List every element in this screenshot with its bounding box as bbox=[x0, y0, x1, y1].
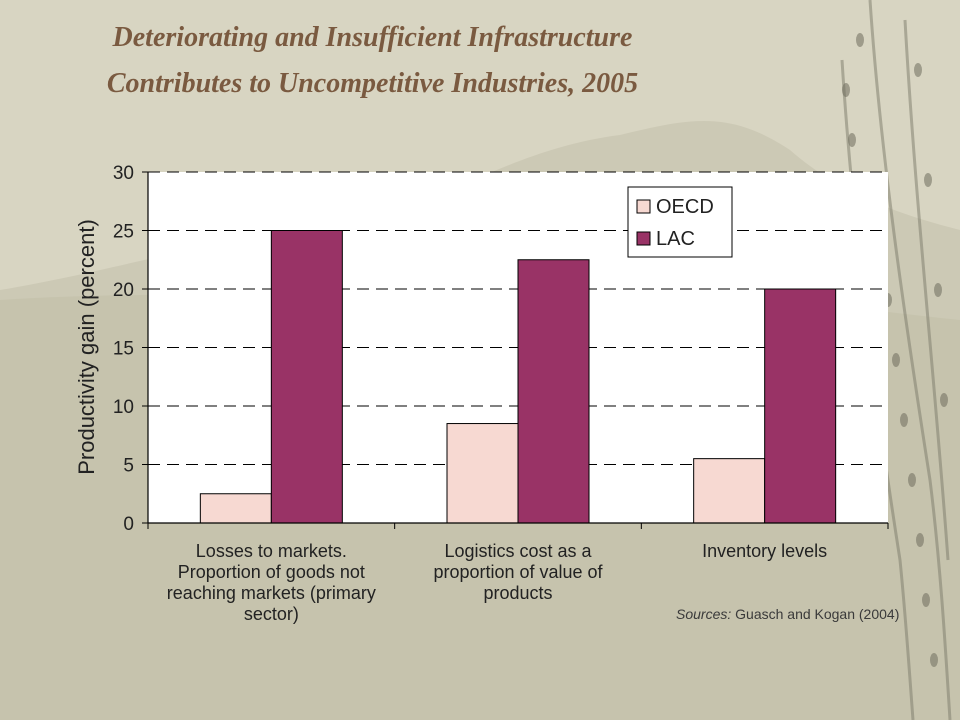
x-category-label-line: sector) bbox=[244, 604, 299, 624]
x-category-label-line: Losses to markets. bbox=[196, 541, 347, 561]
source-text: Guasch and Kogan (2004) bbox=[731, 606, 900, 622]
source-label: Sources: bbox=[676, 606, 732, 622]
y-tick-label: 10 bbox=[113, 397, 134, 418]
y-tick-label: 5 bbox=[123, 456, 134, 477]
source-note: Sources: Guasch and Kogan (2004) bbox=[676, 606, 899, 622]
y-tick-label: 0 bbox=[123, 514, 134, 535]
y-tick-label: 30 bbox=[113, 163, 134, 184]
x-category-label-line: Logistics cost as a bbox=[444, 541, 592, 561]
chart-title-line-2: Contributes to Uncompetitive Industries,… bbox=[106, 68, 639, 99]
x-category-label-line: Inventory levels bbox=[702, 541, 827, 561]
y-axis-label: Productivity gain (percent) bbox=[74, 219, 99, 475]
y-tick-label: 25 bbox=[113, 222, 134, 243]
bar-lac-2 bbox=[517, 259, 590, 524]
bar-lac-3 bbox=[764, 288, 837, 524]
legend-label-lac: LAC bbox=[656, 228, 695, 250]
bar-lac-1 bbox=[270, 230, 343, 524]
x-category-label-line: proportion of value of bbox=[433, 562, 603, 582]
y-tick-label: 20 bbox=[113, 280, 134, 301]
x-category-labels: Losses to markets.Proportion of goods no… bbox=[167, 541, 827, 624]
x-category-label-line: products bbox=[483, 583, 552, 603]
bar-oecd-2 bbox=[446, 423, 519, 524]
legend: OECD LAC bbox=[627, 186, 733, 258]
legend-swatch-oecd bbox=[636, 199, 651, 214]
x-category-label-line: reaching markets (primary bbox=[167, 583, 376, 603]
legend-label-oecd: OECD bbox=[656, 196, 714, 218]
y-tick-labels: 0 5 10 15 20 25 30 bbox=[113, 163, 134, 535]
y-tick-label: 15 bbox=[113, 339, 134, 360]
bars bbox=[199, 230, 837, 524]
legend-swatch-lac bbox=[636, 231, 651, 246]
bar-oecd-3 bbox=[693, 458, 766, 524]
axes bbox=[142, 171, 889, 529]
bar-oecd-1 bbox=[199, 493, 272, 524]
x-category-label-line: Proportion of goods not bbox=[178, 562, 365, 582]
chart-title-line-1: Deteriorating and Insufficient Infrastru… bbox=[112, 22, 633, 53]
